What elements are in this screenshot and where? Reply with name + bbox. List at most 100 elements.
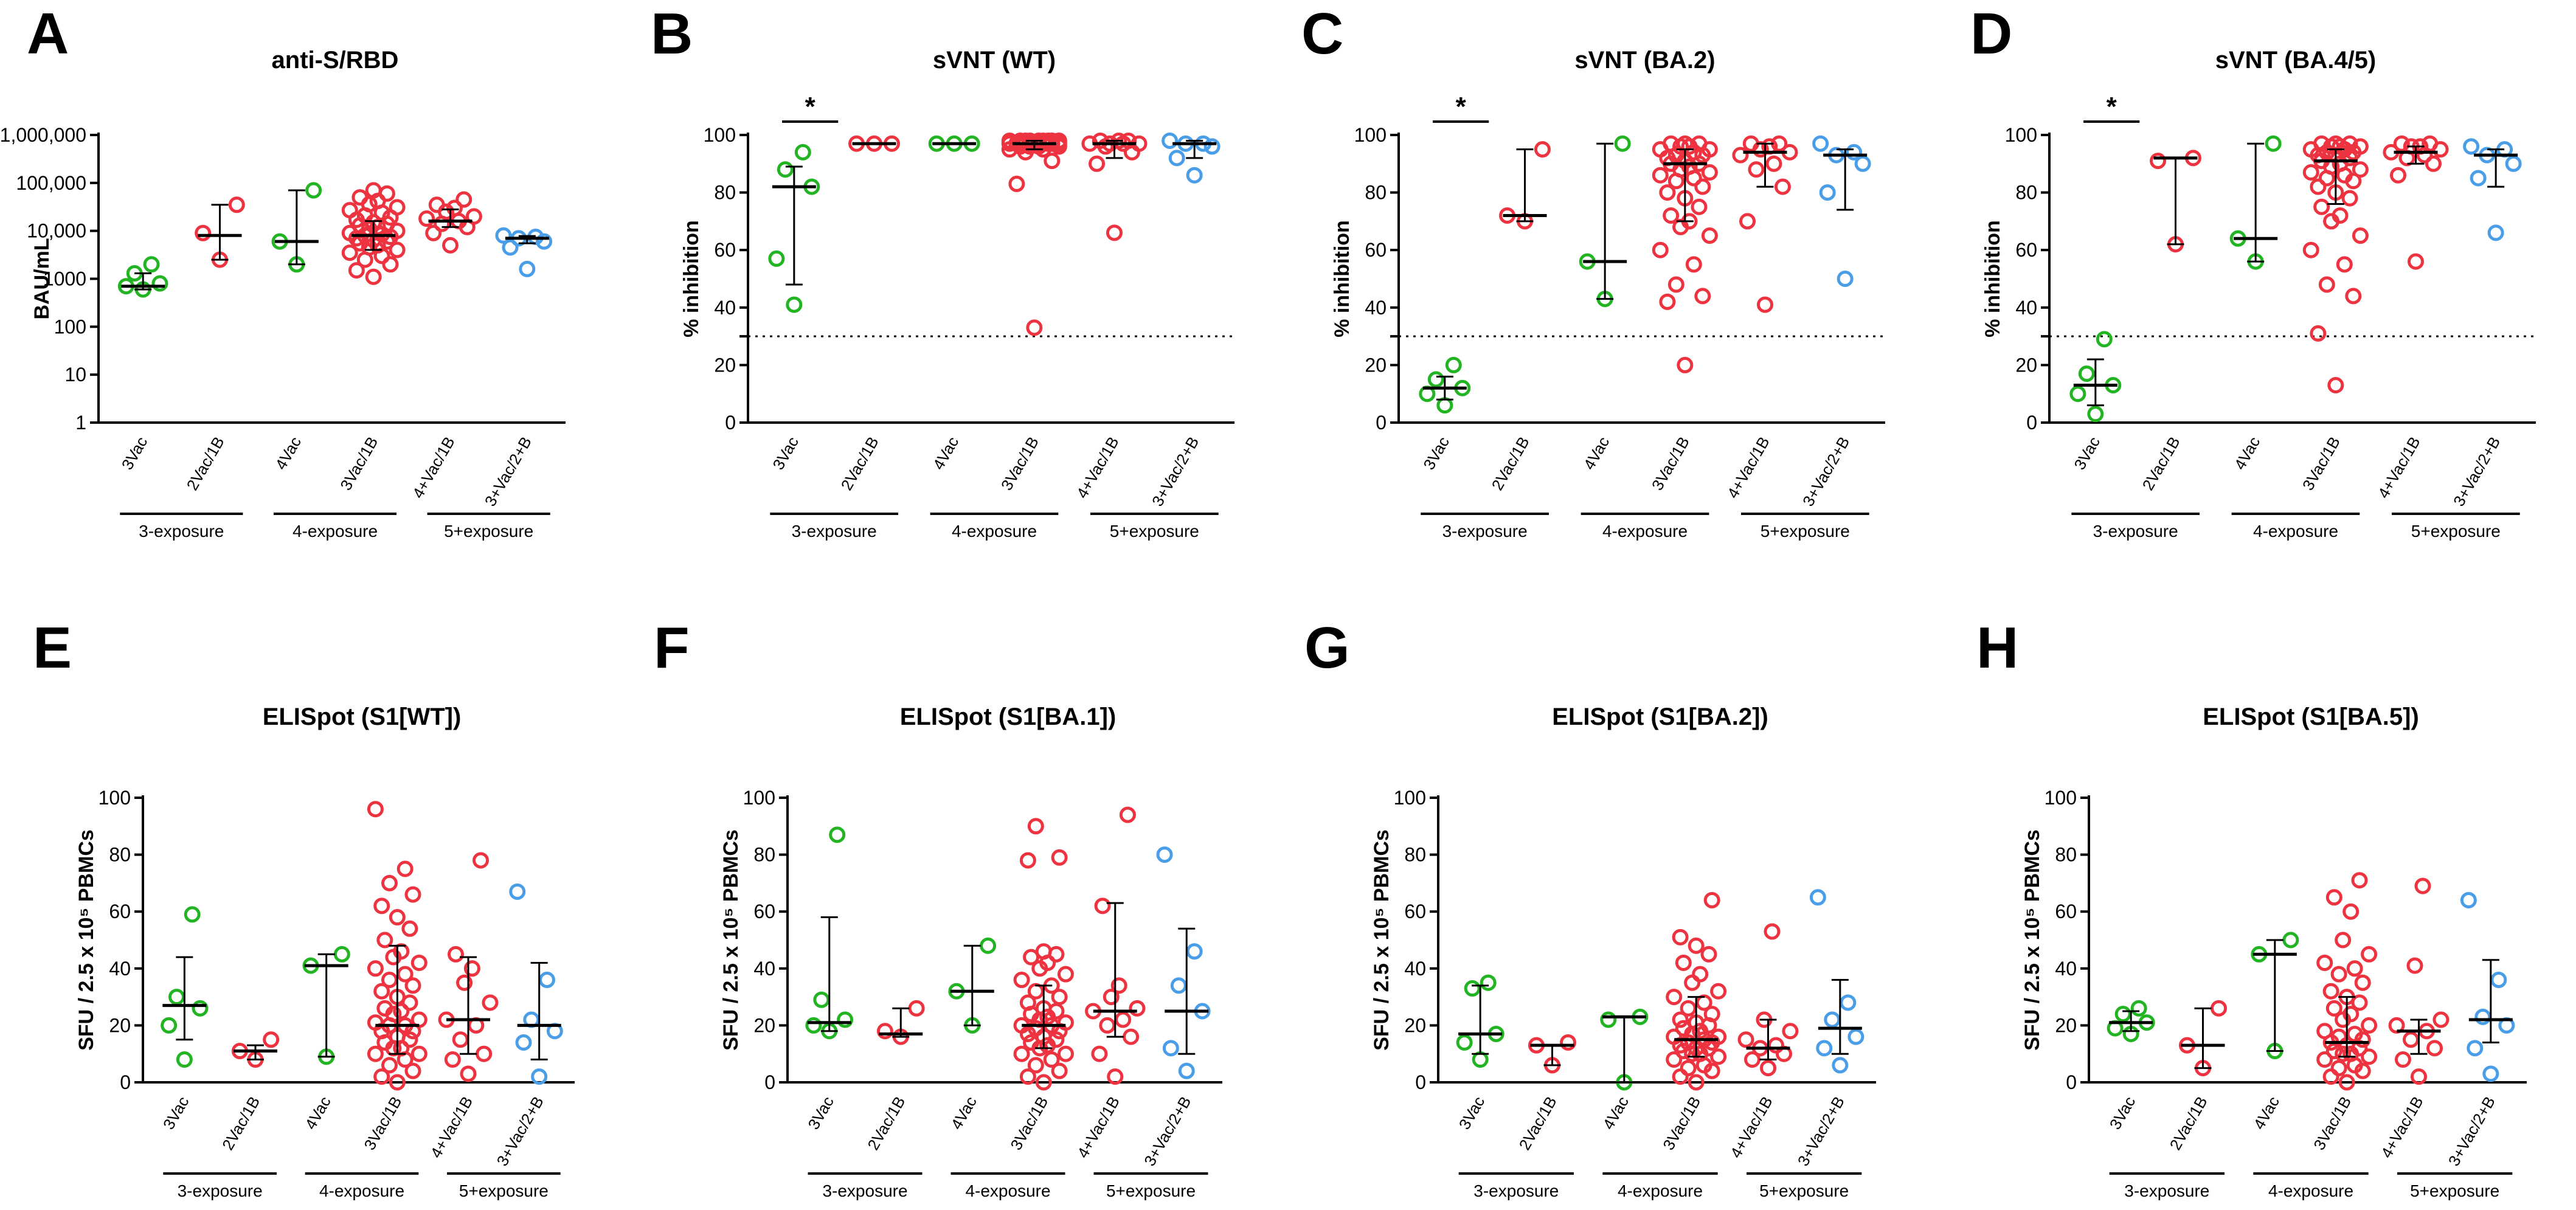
data-point — [195, 224, 212, 241]
data-point — [446, 199, 463, 216]
data-point — [367, 960, 384, 977]
data-point — [396, 860, 414, 877]
group-label: 4-exposure — [952, 522, 1037, 541]
series-4+Vac/1B — [2388, 877, 2450, 1085]
y-tick-label: 40 — [109, 958, 131, 980]
x-tick-label: 2Vac/1B — [2166, 1093, 2211, 1153]
data-point — [2310, 325, 2327, 342]
series-2Vac/1B — [2178, 1000, 2228, 1077]
data-point — [1854, 155, 1871, 172]
data-point — [1089, 155, 1106, 172]
x-tick-label: 4+Vac/1B — [1723, 434, 1773, 502]
data-point — [908, 1000, 925, 1017]
y-tick-label: 40 — [2055, 958, 2077, 980]
panel-letter: C — [1301, 1, 1343, 66]
y-tick-label: 20 — [2015, 354, 2037, 376]
x-tick-label: 3Vac/1B — [2310, 1093, 2355, 1153]
data-point — [1675, 1020, 1692, 1037]
series-4+Vac/1B — [1732, 135, 1798, 313]
data-point — [2474, 1008, 2491, 1025]
data-point — [382, 256, 399, 273]
data-point — [1700, 946, 1717, 963]
data-point — [2470, 170, 2487, 187]
data-point — [2467, 1040, 2484, 1057]
data-point — [2342, 1006, 2360, 1023]
data-point — [1710, 1028, 1727, 1045]
y-tick-label: 0 — [2026, 412, 2037, 434]
data-point — [2482, 1065, 2499, 1082]
y-tick-label: 40 — [1404, 958, 1426, 980]
data-point — [1436, 397, 1453, 414]
series-4+Vac/1B — [1081, 132, 1148, 241]
series-4Vac — [302, 946, 350, 1065]
data-point — [1019, 1068, 1036, 1085]
x-tick-label: 3Vac/1B — [1006, 1093, 1051, 1153]
data-point — [531, 1068, 548, 1085]
data-point — [2302, 164, 2319, 181]
y-tick-label: 20 — [753, 1014, 775, 1036]
data-point — [184, 906, 201, 923]
data-point — [151, 275, 168, 292]
x-tick-label: 4Vac — [947, 1093, 980, 1133]
group-label: 3-exposure — [822, 1181, 907, 1200]
data-point — [1027, 1057, 1044, 1074]
data-point — [1739, 213, 1756, 230]
data-point — [442, 237, 459, 254]
series-4+Vac/1B — [1085, 806, 1146, 1085]
significance-label: * — [1456, 92, 1467, 122]
x-tick-label: 3Vac/1B — [1648, 434, 1693, 493]
data-point — [1035, 1074, 1052, 1091]
data-point — [1688, 937, 1705, 954]
x-tick-label: 3Vac/1B — [997, 434, 1042, 493]
data-point — [365, 182, 382, 199]
data-point — [1026, 319, 1043, 336]
y-tick-label: 40 — [714, 297, 736, 319]
y-tick-label: 20 — [1365, 354, 1387, 376]
data-point — [2487, 224, 2504, 241]
series-3Vac — [117, 256, 168, 298]
data-point — [2426, 1040, 2443, 1057]
data-point — [2388, 1017, 2405, 1034]
data-point — [455, 191, 473, 208]
data-point — [2361, 1017, 2378, 1034]
data-point — [1008, 175, 1025, 192]
data-point — [1684, 974, 1701, 991]
data-point — [2322, 983, 2339, 1000]
series-3+Vac/2+B — [1809, 889, 1864, 1074]
x-tick-label: 3+Vac/2+B — [2445, 1093, 2499, 1169]
x-tick-label: 2Vac/1B — [1488, 434, 1533, 493]
data-point — [1035, 943, 1052, 960]
series-2Vac/1B — [195, 196, 245, 268]
x-tick-label: 3Vac/1B — [336, 434, 381, 493]
y-tick-label: 80 — [1404, 844, 1426, 866]
data-point — [2463, 138, 2480, 155]
y-tick-label: 60 — [2055, 901, 2077, 922]
data-point — [367, 1014, 384, 1031]
data-point — [1044, 153, 1061, 170]
series-2Vac/1B — [876, 1000, 925, 1045]
x-tick-label: 3+Vac/2+B — [1794, 1093, 1848, 1169]
data-point — [404, 977, 421, 994]
series-2Vac/1B — [231, 1031, 280, 1068]
y-tick-label: 60 — [753, 901, 775, 922]
y-axis-label: BAU/mL — [30, 238, 54, 319]
x-tick-label: 3Vac — [1419, 434, 1453, 473]
data-point — [1019, 852, 1036, 869]
y-tick-label: 20 — [714, 354, 736, 376]
series-3Vac — [805, 826, 854, 1040]
data-point — [2325, 1043, 2342, 1060]
x-tick-label: 3+Vac/2+B — [2450, 434, 2504, 510]
data-point — [2411, 1068, 2427, 1085]
series-4+Vac/1B — [418, 191, 482, 254]
data-point — [1774, 178, 1791, 195]
data-point — [2342, 903, 2360, 920]
group-label: 4-exposure — [965, 1181, 1050, 1200]
data-point — [1051, 849, 1068, 866]
panel-letter: F — [654, 615, 690, 680]
data-point — [2130, 1000, 2147, 1017]
data-point — [381, 972, 398, 989]
series-3+Vac/2+B — [1162, 132, 1220, 184]
data-point — [1703, 1006, 1720, 1023]
